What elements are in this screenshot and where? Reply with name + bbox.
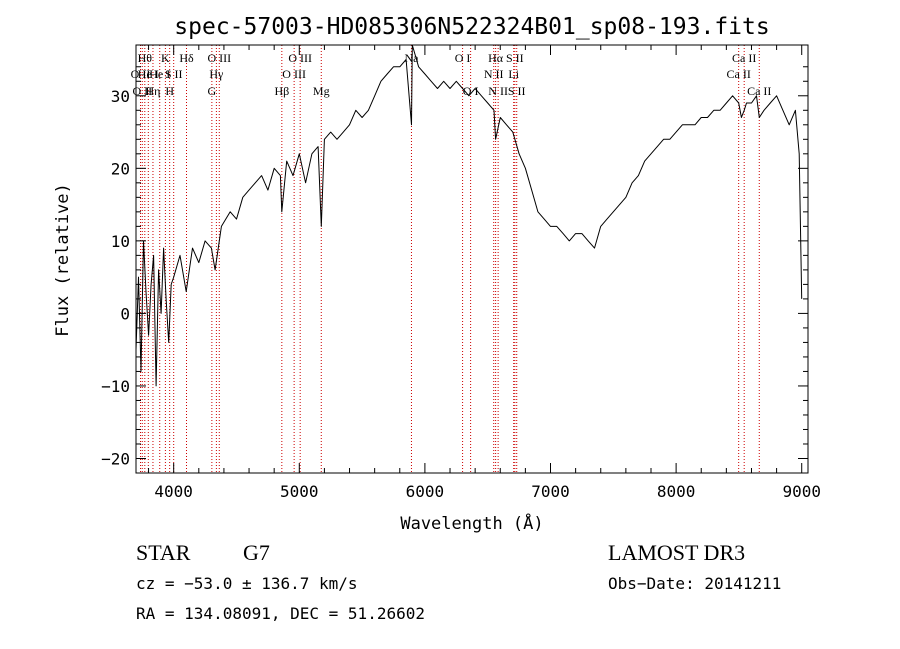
survey-name: LAMOST DR3 [608, 540, 745, 565]
spectrum-line [135, 44, 803, 387]
line-label: O III [288, 51, 312, 65]
y-tick-label: 30 [111, 87, 130, 106]
line-label: N II [484, 67, 504, 81]
line-label: Hα [488, 51, 504, 65]
line-label: Ca II [732, 51, 756, 65]
x-axis-label: Wavelength (Å) [400, 512, 543, 534]
line-label: Hη [145, 84, 160, 98]
x-tick-label: 7000 [531, 482, 570, 501]
y-tick-label: 20 [111, 159, 130, 178]
line-label: N II [488, 84, 508, 98]
x-tick-label: 4000 [154, 482, 193, 501]
line-label: S II [508, 84, 526, 98]
y-tick-label: −20 [101, 449, 130, 468]
object-subclass: G7 [243, 540, 270, 565]
line-label: O II [132, 84, 152, 98]
line-label: Mg [313, 84, 330, 98]
object-class: STAR [136, 540, 191, 565]
ra-dec-coords: RA = 134.08091, DEC = 51.26602 [136, 604, 425, 623]
line-label: Hβ [274, 84, 289, 98]
y-axis-label: Flux (relative) [53, 183, 73, 337]
line-label: Hδ [179, 51, 194, 65]
line-label: K [161, 51, 170, 65]
x-tick-label: 8000 [657, 482, 696, 501]
line-label: He I [138, 67, 159, 81]
spectrum-series-group [135, 44, 803, 387]
line-label: Ca II [727, 67, 751, 81]
line-label: He I [149, 67, 170, 81]
line-label: O III [207, 51, 231, 65]
y-tick-label: 10 [111, 232, 130, 251]
x-axis: 4000 5000 6000 7000 8000 9000 [148, 45, 821, 501]
line-markers-group [140, 45, 760, 473]
line-label: O I [463, 84, 479, 98]
y-tick-label: −10 [101, 377, 130, 396]
line-label: Ca II [747, 84, 771, 98]
line-label: O III [282, 67, 306, 81]
chart-title: spec-57003-HD085306N522324B01_sp08-193.f… [174, 14, 769, 40]
line-label: Na [404, 51, 419, 65]
plot-frame [135, 44, 809, 474]
line-label: Hγ [209, 67, 224, 81]
redshift-cz: cz = −53.0 ± 136.7 km/s [136, 574, 358, 593]
line-label: O I [455, 51, 471, 65]
y-axis: −20 −10 0 10 20 30 [101, 66, 808, 468]
obs-date: Obs−Date: 20141211 [608, 574, 781, 593]
x-tick-label: 5000 [280, 482, 319, 501]
line-label: S II [165, 67, 183, 81]
line-label: Hθ [138, 51, 153, 65]
x-tick-label: 6000 [406, 482, 445, 501]
line-label: G [208, 84, 217, 98]
line-label: S II [506, 51, 524, 65]
y-tick-label: 0 [120, 304, 130, 323]
line-label: H [165, 84, 174, 98]
x-tick-label: 9000 [782, 482, 821, 501]
line-label: Li [508, 67, 519, 81]
